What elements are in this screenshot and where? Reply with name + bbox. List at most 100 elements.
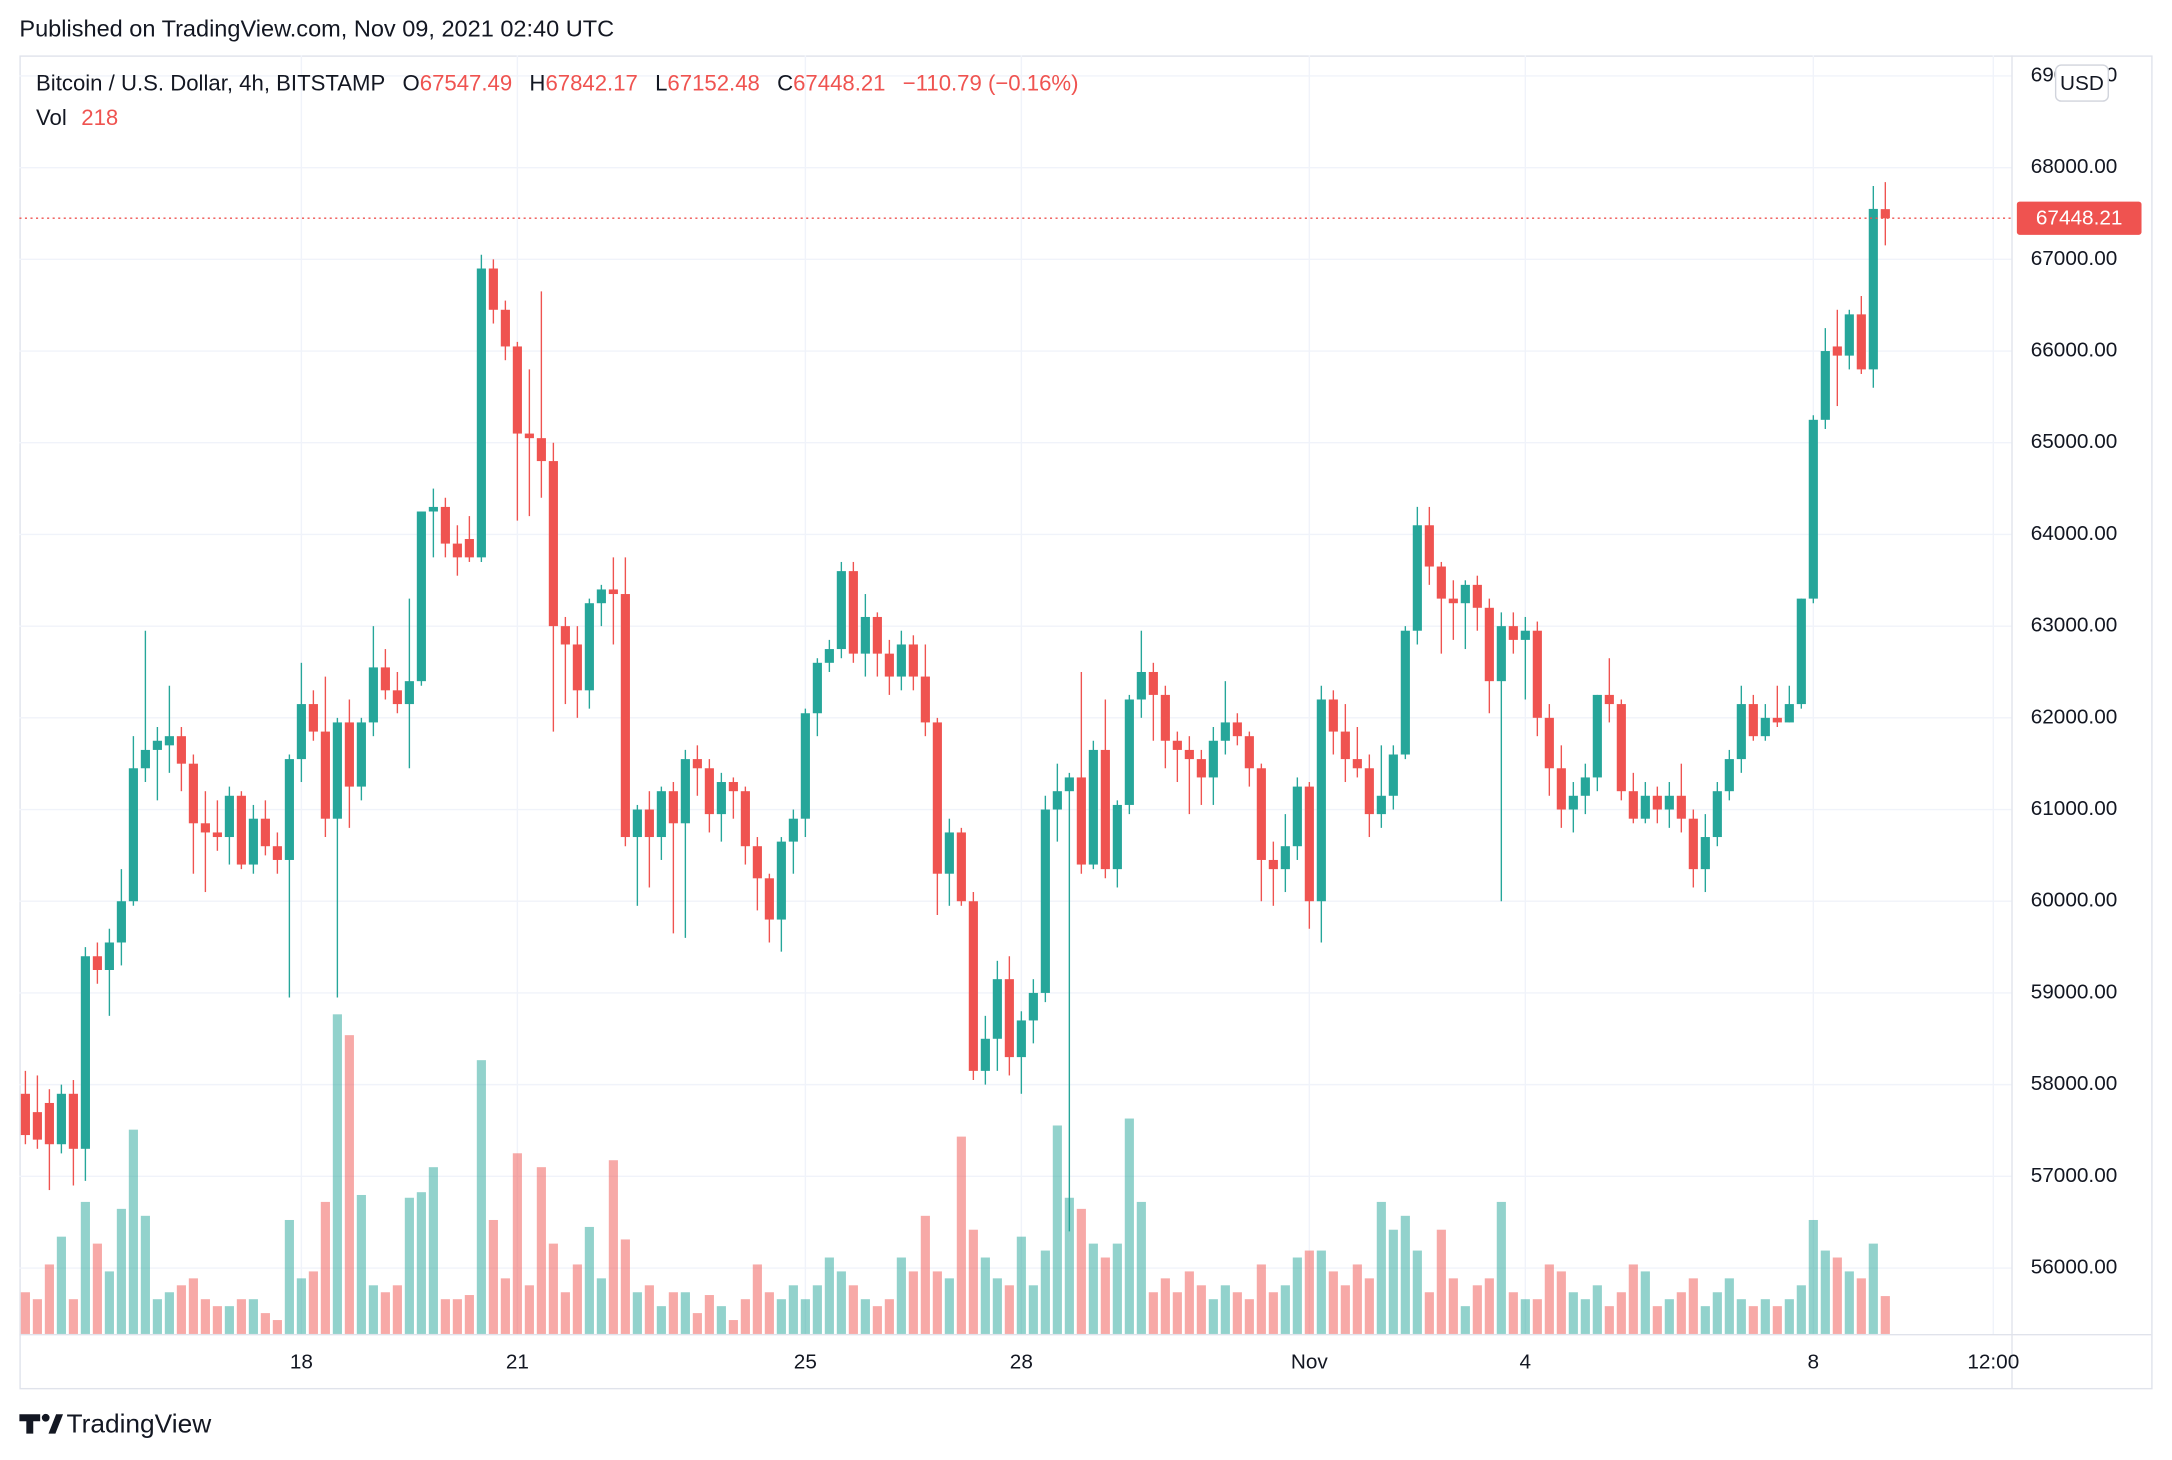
candle-body bbox=[860, 616, 870, 654]
volume-bar bbox=[1124, 1118, 1134, 1334]
candle-body bbox=[1760, 717, 1770, 737]
candle-body bbox=[1064, 777, 1074, 792]
y-tick-label: 65000.00 bbox=[2031, 430, 2118, 453]
candle-body bbox=[980, 1038, 990, 1071]
logo-dot bbox=[41, 1413, 50, 1422]
candle-body bbox=[1664, 795, 1674, 810]
y-tick-label: 56000.00 bbox=[2031, 1256, 2118, 1279]
candle-body bbox=[1160, 694, 1170, 741]
volume-bar bbox=[1436, 1229, 1446, 1334]
footer-logo bbox=[19, 1413, 64, 1434]
volume-bar bbox=[176, 1285, 186, 1334]
candle-body bbox=[476, 268, 486, 558]
candle-body bbox=[1436, 566, 1446, 599]
volume-bar bbox=[1868, 1243, 1878, 1334]
volume-bar bbox=[1136, 1201, 1146, 1334]
candle-body bbox=[464, 539, 474, 558]
volume-bar bbox=[1052, 1125, 1062, 1334]
candle-body bbox=[140, 749, 150, 769]
volume-bar bbox=[1592, 1285, 1602, 1334]
volume-bar bbox=[80, 1201, 90, 1334]
candle-body bbox=[764, 878, 774, 920]
volume-bar bbox=[1088, 1243, 1098, 1334]
candle-body bbox=[1712, 791, 1722, 838]
volume-bar bbox=[284, 1219, 294, 1334]
footer-brand: TradingView bbox=[66, 1408, 212, 1438]
candle-body bbox=[1628, 791, 1638, 819]
volume-bar bbox=[1376, 1201, 1386, 1334]
currency-button[interactable] bbox=[2054, 64, 2109, 102]
candle-body bbox=[536, 438, 546, 462]
candle-body bbox=[824, 649, 834, 663]
close-label: C bbox=[777, 70, 793, 95]
volume-bar bbox=[1700, 1306, 1710, 1334]
candle-body bbox=[272, 846, 282, 860]
volume-bar bbox=[56, 1236, 66, 1334]
candle-body bbox=[848, 571, 858, 654]
candle-body bbox=[380, 667, 390, 691]
volume-bar bbox=[188, 1278, 198, 1334]
x-tick-label: 12:00 bbox=[1967, 1351, 2019, 1374]
candle-body bbox=[260, 818, 270, 847]
volume-bar bbox=[1748, 1306, 1758, 1334]
candle-body bbox=[512, 346, 522, 434]
volume-bar bbox=[1172, 1292, 1182, 1334]
volume-bar bbox=[740, 1299, 750, 1334]
candle-body bbox=[1136, 671, 1146, 700]
candle-body bbox=[1736, 704, 1746, 760]
volume-bar bbox=[1820, 1250, 1830, 1334]
currency-label[interactable]: USD bbox=[2060, 72, 2104, 95]
volume-bar bbox=[1424, 1292, 1434, 1334]
volume-bar bbox=[1832, 1257, 1842, 1334]
candle-body bbox=[1352, 759, 1362, 769]
candle-body bbox=[1748, 704, 1758, 737]
volume-bar bbox=[1448, 1278, 1458, 1334]
candle-body bbox=[1808, 419, 1818, 599]
candle-body bbox=[668, 791, 678, 824]
volume-bar bbox=[956, 1136, 966, 1334]
candle-body bbox=[1292, 786, 1302, 847]
candle-body bbox=[248, 818, 258, 865]
volume-bar bbox=[596, 1278, 606, 1334]
y-tick-label: 67000.00 bbox=[2031, 247, 2118, 270]
candle-body bbox=[1340, 731, 1350, 760]
volume-bar bbox=[548, 1243, 558, 1334]
volume-bar bbox=[20, 1292, 30, 1334]
open-label: O bbox=[403, 70, 420, 95]
volume-bar bbox=[200, 1299, 210, 1334]
candle-body bbox=[1520, 630, 1530, 640]
volume-bar bbox=[1712, 1292, 1722, 1334]
volume-bar bbox=[776, 1299, 786, 1334]
candle-body bbox=[296, 704, 306, 760]
volume-bar bbox=[1316, 1250, 1326, 1334]
candle-body bbox=[908, 644, 918, 677]
volume-bar bbox=[332, 1014, 342, 1334]
candle-body bbox=[284, 759, 294, 860]
volume-bar bbox=[428, 1167, 438, 1334]
candle-body bbox=[872, 616, 882, 654]
candle-body bbox=[1796, 598, 1806, 705]
volume-bar bbox=[908, 1271, 918, 1334]
volume-bar bbox=[692, 1313, 702, 1334]
volume-bar bbox=[392, 1285, 402, 1334]
volume-bar bbox=[1184, 1271, 1194, 1334]
volume-bar bbox=[140, 1215, 150, 1334]
candle-body bbox=[1844, 314, 1854, 356]
volume-bar bbox=[1604, 1306, 1614, 1334]
volume-bar bbox=[164, 1292, 174, 1334]
volume-bar bbox=[32, 1299, 42, 1334]
candle-body bbox=[920, 676, 930, 723]
volume-bar bbox=[1784, 1299, 1794, 1334]
candle-body bbox=[788, 818, 798, 842]
candle-body bbox=[344, 722, 354, 787]
candle-body bbox=[1148, 671, 1158, 695]
candle-body bbox=[1820, 351, 1830, 420]
volume-bar bbox=[1484, 1278, 1494, 1334]
volume-legend: Vol 218 bbox=[36, 105, 118, 130]
volume-bar bbox=[836, 1271, 846, 1334]
volume-bar bbox=[248, 1299, 258, 1334]
volume-bar bbox=[1724, 1278, 1734, 1334]
candle-body bbox=[740, 791, 750, 847]
candle-body bbox=[152, 740, 162, 750]
chart-frame bbox=[19, 55, 2153, 1390]
